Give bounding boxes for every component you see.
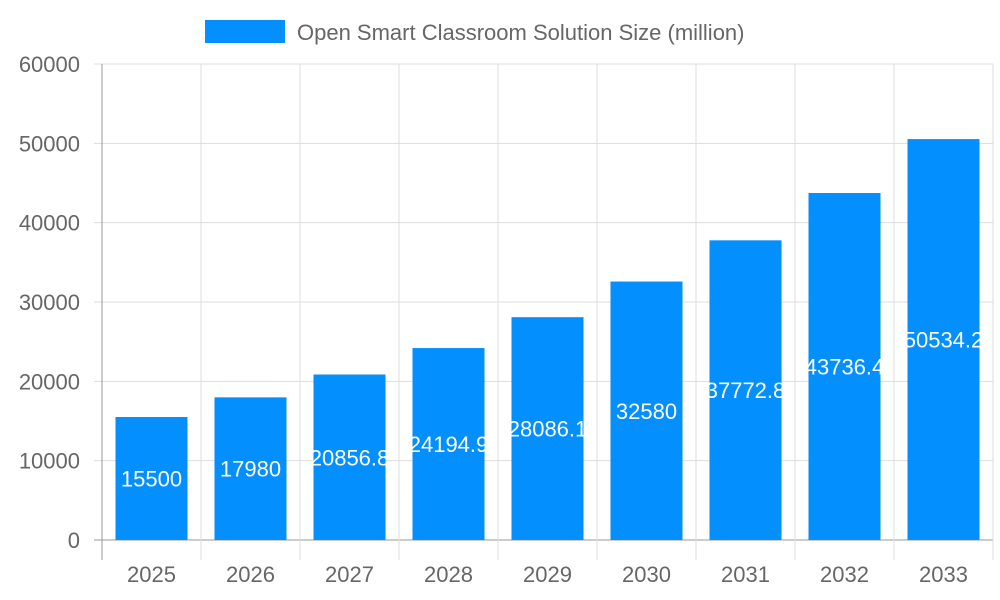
x-tick-label: 2028 — [424, 562, 473, 587]
data-label: 24194.9 — [409, 432, 489, 457]
data-label: 32580 — [616, 399, 677, 424]
legend-swatch — [205, 20, 285, 43]
x-tick-label: 2033 — [919, 562, 968, 587]
bar — [412, 348, 485, 540]
y-tick-label: 20000 — [19, 369, 80, 394]
x-tick-label: 2026 — [226, 562, 275, 587]
bar — [610, 281, 683, 540]
x-tick-label: 2030 — [622, 562, 671, 587]
legend-label: Open Smart Classroom Solution Size (mill… — [297, 20, 745, 45]
data-label: 28086.1 — [508, 417, 588, 442]
data-label: 15500 — [121, 467, 182, 492]
x-tick-label: 2029 — [523, 562, 572, 587]
x-tick-label: 2027 — [325, 562, 374, 587]
bar — [214, 397, 287, 540]
x-tick-label: 2031 — [721, 562, 770, 587]
x-tick-label: 2032 — [820, 562, 869, 587]
bar — [115, 417, 188, 540]
y-tick-label: 30000 — [19, 290, 80, 315]
data-label: 50534.2 — [904, 328, 984, 353]
y-tick-label: 60000 — [19, 52, 80, 77]
data-label: 20856.8 — [310, 445, 390, 470]
bar — [808, 193, 881, 540]
bar — [709, 240, 782, 540]
bar — [907, 139, 980, 541]
y-tick-label: 10000 — [19, 449, 80, 474]
y-tick-label: 0 — [68, 528, 80, 553]
data-label: 37772.8 — [706, 378, 786, 403]
y-tick-label: 40000 — [19, 211, 80, 236]
data-label: 17980 — [220, 457, 281, 482]
data-label: 43736.4 — [805, 355, 885, 380]
bar — [511, 317, 584, 540]
x-tick-label: 2025 — [127, 562, 176, 587]
y-tick-label: 50000 — [19, 131, 80, 156]
bar — [313, 374, 386, 540]
